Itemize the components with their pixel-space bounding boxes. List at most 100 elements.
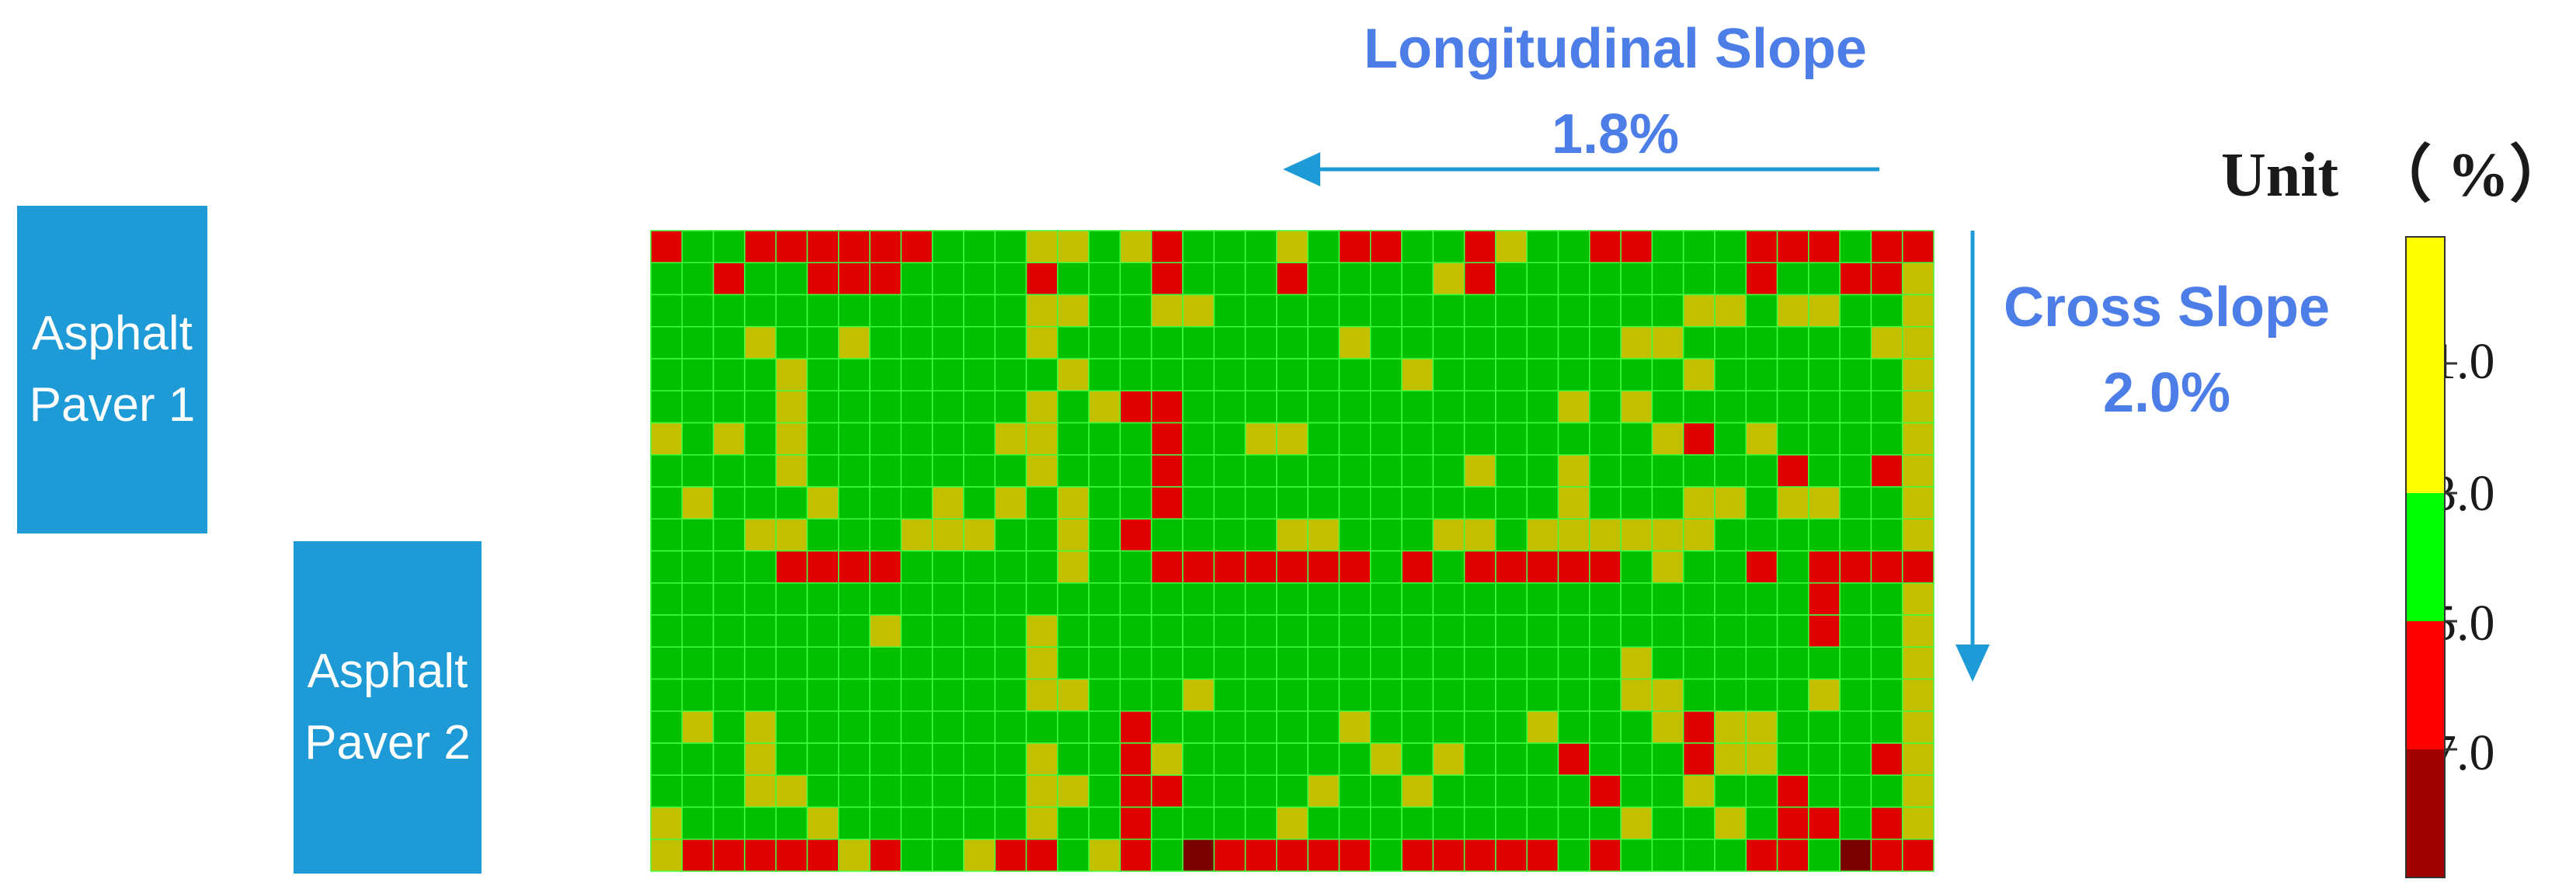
grid-cell — [712, 358, 746, 391]
grid-cell — [1276, 774, 1309, 808]
grid-cell — [1839, 390, 1872, 424]
grid-cell — [712, 839, 746, 872]
grid-cell — [1338, 839, 1371, 872]
grid-cell — [1307, 839, 1340, 872]
grid-cell — [1714, 742, 1747, 776]
grid-cell — [1150, 262, 1184, 296]
grid-cell — [1745, 806, 1778, 840]
grid-cell — [1432, 454, 1465, 488]
grid-cell — [1557, 422, 1590, 456]
grid-cell — [650, 326, 683, 360]
grid-cell — [1870, 582, 1903, 616]
longitudinal-arrow — [1283, 152, 1879, 186]
grid-cell — [994, 454, 1027, 488]
grid-cell — [994, 711, 1027, 744]
grid-cell — [712, 742, 746, 776]
grid-cell — [650, 646, 683, 680]
grid-cell — [869, 230, 902, 263]
grid-cell — [869, 711, 902, 744]
grid-cell — [1025, 806, 1059, 840]
grid-cell — [931, 518, 965, 552]
grid-cell — [1620, 839, 1653, 872]
grid-cell — [650, 678, 683, 712]
grid-cell — [1338, 262, 1371, 296]
grid-cell — [650, 614, 683, 648]
grid-cell — [1745, 326, 1778, 360]
grid-cell — [712, 326, 746, 360]
grid-cell — [900, 486, 933, 519]
asphalt-paver-2-line2: Paver 2 — [304, 716, 471, 770]
grid-cell — [1244, 839, 1278, 872]
grid-cell — [1808, 582, 1841, 616]
grid-cell — [1307, 806, 1340, 840]
grid-cell — [744, 390, 777, 424]
grid-cell — [1401, 582, 1434, 616]
grid-cell — [681, 614, 714, 648]
grid-cell — [838, 614, 871, 648]
grid-cell — [1244, 806, 1278, 840]
grid-cell — [900, 230, 933, 263]
grid-cell — [1338, 454, 1371, 488]
grid-cell — [1463, 262, 1497, 296]
grid-cell — [838, 550, 871, 584]
grid-cell — [1557, 230, 1590, 263]
grid-cell — [1589, 422, 1622, 456]
grid-cell — [1182, 486, 1215, 519]
grid-cell — [1150, 358, 1184, 391]
grid-cell — [650, 518, 683, 552]
grid-cell — [1714, 294, 1747, 328]
grid-cell — [1651, 614, 1684, 648]
grid-cell — [681, 518, 714, 552]
grid-cell — [806, 390, 840, 424]
grid-cell — [806, 839, 840, 872]
grid-cell — [744, 774, 777, 808]
grid-cell — [1870, 230, 1903, 263]
grid-cell — [1620, 711, 1653, 744]
grid-cell — [1495, 839, 1528, 872]
grid-cell — [1714, 806, 1747, 840]
grid-cell — [1526, 358, 1559, 391]
grid-cell — [1901, 454, 1935, 488]
grid-cell — [1088, 711, 1121, 744]
grid-cell — [712, 711, 746, 744]
grid-cell — [1213, 486, 1246, 519]
grid-cell — [744, 550, 777, 584]
grid-cell — [1589, 486, 1622, 519]
grid-cell — [1495, 262, 1528, 296]
grid-cell — [1307, 358, 1340, 391]
grid-cell — [994, 326, 1027, 360]
grid-cell — [744, 646, 777, 680]
grid-cell — [1244, 774, 1278, 808]
grid-cell — [1244, 454, 1278, 488]
grid-cell — [1307, 711, 1340, 744]
grid-cell — [838, 294, 871, 328]
grid-cell — [1150, 806, 1184, 840]
grid-cell — [1557, 326, 1590, 360]
grid-cell — [1150, 230, 1184, 263]
grid-cell — [1557, 582, 1590, 616]
grid-cell — [1463, 422, 1497, 456]
grid-cell — [1213, 774, 1246, 808]
grid-cell — [1745, 454, 1778, 488]
grid-cell — [1651, 806, 1684, 840]
grid-cell — [1745, 262, 1778, 296]
grid-cell — [806, 711, 840, 744]
grid-cell — [1745, 646, 1778, 680]
grid-cell — [1776, 678, 1809, 712]
grid-cell — [931, 294, 965, 328]
grid-cell — [1213, 711, 1246, 744]
grid-cell — [1651, 294, 1684, 328]
grid-cell — [744, 262, 777, 296]
grid-cell — [1526, 262, 1559, 296]
grid-cell — [1182, 230, 1215, 263]
grid-cell — [1651, 358, 1684, 391]
grid-cell — [1620, 390, 1653, 424]
grid-cell — [806, 646, 840, 680]
grid-cell — [1119, 774, 1152, 808]
grid-cell — [1870, 711, 1903, 744]
grid-cell — [1401, 646, 1434, 680]
grid-cell — [775, 614, 808, 648]
grid-cell — [900, 294, 933, 328]
legend-unit-paren: （ %） — [2369, 141, 2572, 210]
grid-cell — [1150, 582, 1184, 616]
